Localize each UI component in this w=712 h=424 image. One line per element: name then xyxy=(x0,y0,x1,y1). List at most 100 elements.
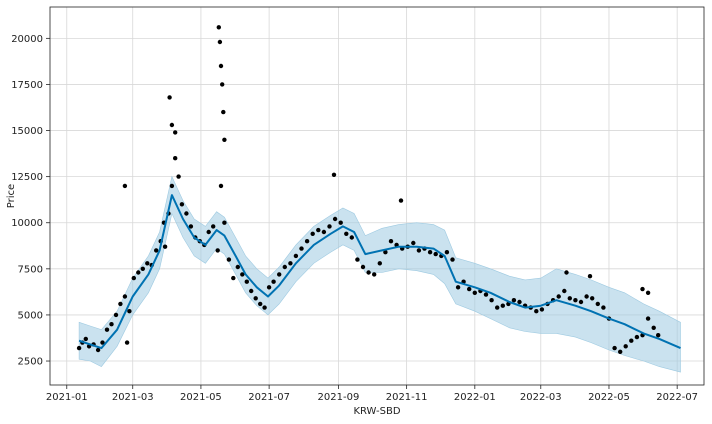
observed-point xyxy=(173,156,178,161)
observed-point xyxy=(483,292,489,297)
observed-point xyxy=(140,266,145,271)
y-tick-label: 7500 xyxy=(18,264,43,275)
observed-point xyxy=(640,286,645,292)
observed-point xyxy=(416,248,422,253)
observed-point xyxy=(231,275,236,281)
observed-point xyxy=(136,270,141,275)
observed-point xyxy=(253,296,258,301)
y-tick-label: 10000 xyxy=(11,218,43,229)
observed-point xyxy=(176,174,181,179)
observed-point xyxy=(145,261,150,266)
observed-point xyxy=(629,338,634,343)
y-tick-label: 12500 xyxy=(11,172,43,183)
observed-point xyxy=(332,216,338,222)
observed-point xyxy=(122,183,128,189)
observed-point xyxy=(645,290,651,295)
observed-point xyxy=(288,261,293,266)
observed-point xyxy=(500,303,505,308)
observed-point xyxy=(355,257,360,262)
x-tick-label: 2021-11 xyxy=(386,392,428,403)
observed-point xyxy=(656,333,661,338)
observed-point xyxy=(215,248,220,253)
observed-point xyxy=(249,288,254,294)
observed-point xyxy=(623,344,628,349)
x-axis-ticks: 2021-01 2021-03 2021-05 2021-07 2021-09 2021-… xyxy=(46,385,698,403)
x-tick-label: 2022-05 xyxy=(588,392,630,403)
observed-point xyxy=(578,299,584,305)
observed-point xyxy=(618,349,623,354)
observed-point xyxy=(360,264,366,270)
observed-point xyxy=(100,340,105,345)
observed-point xyxy=(564,270,569,275)
observed-point xyxy=(634,334,640,340)
y-tick-label: 15000 xyxy=(11,126,43,137)
observed-point xyxy=(118,301,123,307)
y-tick-label: 5000 xyxy=(18,310,43,321)
observed-point xyxy=(282,264,287,270)
observed-point xyxy=(310,231,315,236)
observed-point xyxy=(316,227,321,233)
observed-point xyxy=(587,274,593,279)
observed-point xyxy=(511,298,517,303)
observed-point xyxy=(534,309,539,314)
observed-point xyxy=(304,239,310,244)
observed-point xyxy=(173,130,178,135)
observed-point xyxy=(218,183,224,189)
observed-point xyxy=(539,307,545,312)
observed-point xyxy=(450,257,455,262)
observed-point xyxy=(122,294,128,299)
observed-point xyxy=(218,63,224,69)
uncertainty-band xyxy=(78,175,681,373)
observed-point xyxy=(612,345,617,351)
observed-point xyxy=(344,231,349,236)
x-tick-label: 2021-09 xyxy=(318,392,360,403)
observed-point xyxy=(327,224,332,229)
observed-point xyxy=(584,294,589,299)
observed-point xyxy=(258,301,263,307)
observed-point xyxy=(467,286,472,292)
observed-point xyxy=(427,250,433,255)
observed-point xyxy=(590,296,595,301)
observed-point xyxy=(366,270,371,275)
observed-point xyxy=(211,224,216,229)
observed-point xyxy=(517,299,522,305)
y-axis-ticks: 2500 5000 7500 10000 12500 15000 17500 20000 xyxy=(11,34,50,368)
observed-point xyxy=(226,257,232,262)
observed-point xyxy=(222,137,227,142)
observed-point xyxy=(266,285,272,290)
x-tick-label: 2022-07 xyxy=(656,392,698,403)
observed-point xyxy=(169,122,175,128)
observed-point xyxy=(76,345,82,351)
observed-point xyxy=(167,95,172,100)
observed-point xyxy=(131,275,136,281)
observed-point xyxy=(221,109,226,115)
observed-point xyxy=(398,198,404,203)
y-tick-label: 17500 xyxy=(11,80,43,91)
plot-frame xyxy=(49,6,705,386)
observed-point xyxy=(222,220,227,225)
observed-point xyxy=(206,229,211,235)
observed-point xyxy=(95,347,101,353)
x-tick-label: 2021-07 xyxy=(248,392,290,403)
uncertainty-band-area xyxy=(78,175,681,373)
observed-point xyxy=(388,239,394,244)
observed-point xyxy=(179,202,185,207)
x-tick-label: 2021-01 xyxy=(46,392,88,403)
observed-point xyxy=(489,298,494,303)
observed-point xyxy=(377,261,382,266)
observed-point xyxy=(244,279,249,284)
observed-point xyxy=(104,327,110,332)
y-tick-label: 2500 xyxy=(18,357,43,368)
observed-point xyxy=(338,220,343,225)
observed-point xyxy=(331,172,337,177)
observed-point xyxy=(127,309,132,314)
x-tick-label: 2022-03 xyxy=(520,392,562,403)
observed-point xyxy=(495,305,500,310)
observed-point xyxy=(601,305,606,310)
y-tick-label: 20000 xyxy=(11,34,43,45)
forecast-line xyxy=(78,194,681,350)
observed-point xyxy=(573,298,578,303)
observed-point xyxy=(83,336,89,342)
